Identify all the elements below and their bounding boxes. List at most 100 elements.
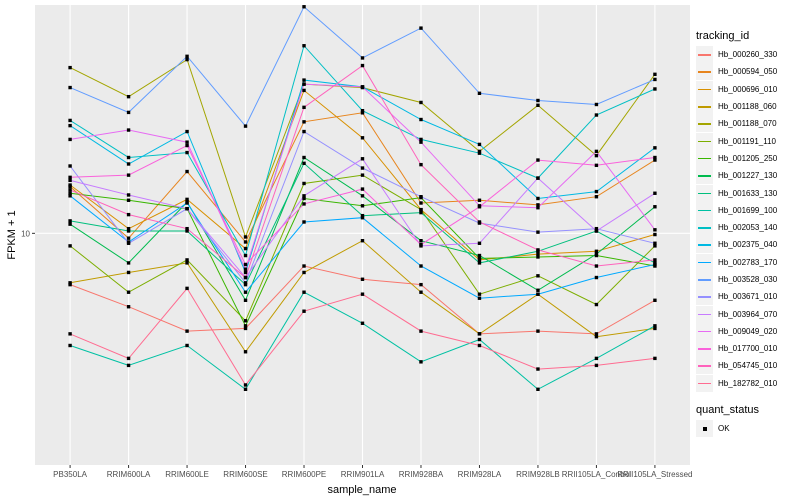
y-axis-title: FPKM + 1 — [6, 210, 18, 259]
data-point — [594, 102, 599, 107]
data-point — [126, 193, 131, 197]
data-point — [126, 270, 131, 275]
data-point — [477, 332, 482, 336]
data-point — [68, 244, 72, 248]
data-point — [360, 213, 365, 218]
data-point — [68, 183, 72, 187]
data-point — [185, 54, 189, 59]
legend-title: quant_status — [696, 404, 759, 416]
data-point — [243, 267, 248, 271]
data-point — [653, 324, 657, 328]
data-point — [360, 108, 365, 113]
data-point — [536, 255, 540, 259]
data-point — [653, 158, 657, 162]
data-point — [243, 281, 248, 285]
data-point — [477, 292, 482, 296]
legend-tracking-id: tracking_id Hb_000260_330 Hb_000594_050 Hb… — [696, 30, 800, 392]
data-point — [419, 360, 423, 364]
data-point — [594, 275, 599, 280]
data-point — [360, 63, 365, 68]
data-point — [302, 181, 306, 186]
data-point — [185, 258, 189, 262]
data-point — [126, 290, 131, 294]
data-point — [243, 124, 248, 128]
data-point — [302, 78, 306, 82]
data-point — [68, 118, 72, 123]
data-point — [536, 248, 540, 252]
data-point — [185, 143, 189, 148]
legend-label: Hb_003964_070 — [718, 309, 778, 319]
data-point — [68, 188, 72, 192]
data-point — [477, 337, 482, 342]
data-point — [536, 288, 540, 292]
data-point — [594, 149, 599, 154]
data-point — [68, 85, 72, 90]
data-point — [126, 198, 131, 202]
data-point — [419, 207, 423, 212]
legend-key — [696, 63, 713, 81]
legend-label: Hb_000594_050 — [718, 67, 778, 77]
data-point — [302, 264, 306, 268]
legend-key — [696, 374, 713, 392]
data-point — [594, 264, 599, 268]
legend-label: Hb_002375_040 — [718, 240, 778, 250]
data-point — [653, 241, 657, 245]
data-point — [360, 277, 365, 281]
data-point — [243, 290, 248, 294]
data-point — [243, 275, 248, 280]
data-point — [68, 175, 72, 180]
data-point — [653, 356, 657, 361]
data-point — [594, 153, 599, 158]
data-point — [360, 56, 365, 60]
legend-label: Hb_000696_010 — [718, 84, 778, 94]
data-point — [243, 282, 248, 287]
legend-item: Hb_001188_060 — [696, 98, 800, 116]
data-point — [68, 343, 72, 348]
legend-key — [696, 201, 713, 219]
data-point — [536, 367, 540, 371]
x-tick-label: RRIM600PE — [282, 470, 326, 479]
legend-item: Hb_002375_040 — [696, 236, 800, 254]
data-point — [360, 111, 365, 115]
data-point — [126, 128, 131, 132]
data-point — [419, 282, 423, 287]
data-point — [68, 332, 72, 336]
legend-label: Hb_001205_250 — [718, 153, 778, 163]
legend-item: Hb_002053_140 — [696, 219, 800, 237]
data-point — [302, 270, 306, 275]
data-point — [419, 195, 423, 199]
data-point — [302, 161, 306, 166]
data-point — [243, 350, 248, 354]
data-point — [419, 239, 423, 243]
legend-label: Hb_003528_030 — [718, 275, 778, 284]
data-point — [243, 262, 248, 267]
legend-label: Hb_009049_020 — [718, 326, 778, 336]
data-point — [243, 298, 248, 302]
legend-item: Hb_001699_100 — [696, 201, 800, 219]
data-point — [419, 26, 423, 30]
data-point — [477, 91, 482, 96]
data-point — [185, 201, 189, 205]
data-point — [243, 383, 248, 387]
x-tick-label: RRIM600LE — [165, 470, 209, 479]
data-point — [419, 117, 423, 122]
data-point — [653, 232, 657, 237]
data-point — [68, 222, 72, 226]
data-point — [536, 98, 540, 103]
data-point — [302, 196, 306, 201]
data-point — [360, 292, 365, 296]
legend-item: Hb_003528_030 — [696, 271, 800, 288]
legend-item: Hb_000260_330 — [696, 46, 800, 64]
legend-key — [696, 149, 713, 167]
data-point — [419, 100, 423, 105]
legend-item: Hb_003671_010 — [696, 288, 800, 306]
data-point — [419, 201, 423, 205]
data-point — [653, 258, 657, 262]
legend-label: Hb_002783_170 — [718, 257, 778, 267]
data-point — [594, 189, 599, 194]
legend-key — [696, 80, 713, 98]
data-point — [536, 203, 540, 207]
x-tick-label: RRIM928LA — [458, 470, 502, 479]
data-point — [68, 178, 72, 183]
